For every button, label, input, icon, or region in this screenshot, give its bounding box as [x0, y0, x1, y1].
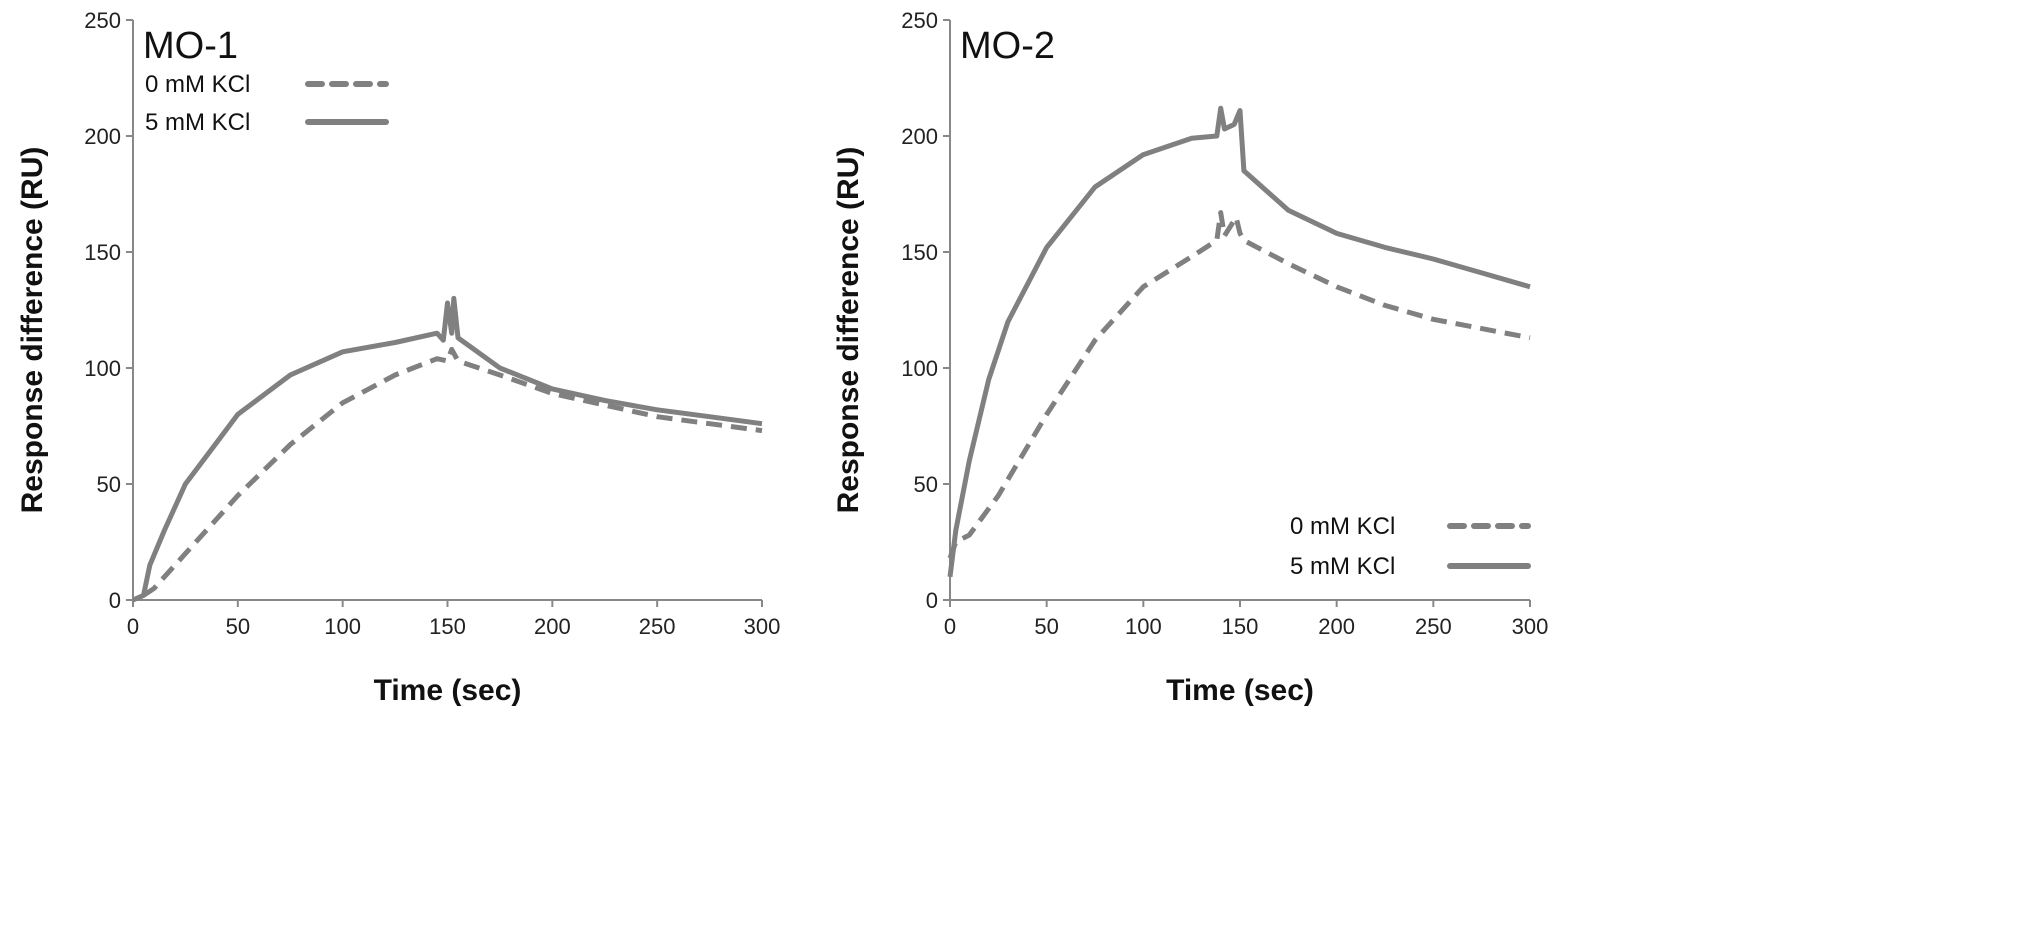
chart-panel-1: 0 50 100 150 200 250 300 0 50 100 150 200 250 Time (s… — [16, 8, 780, 707]
y-tick-label: 50 — [97, 472, 121, 497]
y-tick-label: 0 — [109, 588, 121, 613]
x-tick-label: 200 — [1318, 614, 1355, 639]
legend-label: 5 mM KCl — [145, 109, 250, 136]
x-tick-label: 50 — [226, 614, 250, 639]
y-tick-label: 250 — [901, 8, 938, 33]
x-tick-label: 200 — [534, 614, 571, 639]
x-tick-label: 100 — [324, 614, 361, 639]
legend-label: 0 mM KCl — [1290, 513, 1395, 540]
x-tick-label: 50 — [1034, 614, 1058, 639]
x-tick-label: 150 — [1222, 614, 1259, 639]
y-tick-label: 0 — [926, 588, 938, 613]
x-axis-title: Time (sec) — [1166, 674, 1314, 707]
panel-title: MO-1 — [143, 25, 238, 67]
series-line-5-mm-kcl — [131, 295, 763, 603]
panel-title: MO-2 — [960, 25, 1055, 67]
y-tick-label: 100 — [901, 356, 938, 381]
y-axis-title: Response difference (RU) — [16, 147, 49, 514]
x-tick-label: 150 — [429, 614, 466, 639]
x-tick-label: 300 — [1512, 614, 1549, 639]
y-tick-label: 150 — [901, 240, 938, 265]
x-tick-label: 250 — [1415, 614, 1452, 639]
x-tick-label: 0 — [127, 614, 139, 639]
legend-label: 0 mM KCl — [145, 71, 250, 98]
y-tick-label: 250 — [84, 8, 121, 33]
x-tick-label: 0 — [944, 614, 956, 639]
legend-label: 5 mM KCl — [1290, 553, 1395, 580]
x-tick-label: 300 — [744, 614, 781, 639]
x-tick-label: 250 — [639, 614, 676, 639]
y-tick-label: 200 — [84, 124, 121, 149]
y-axis-title: Response difference (RU) — [832, 147, 865, 514]
series-line-0-mm-kcl — [142, 346, 763, 598]
y-tick-label: 100 — [84, 356, 121, 381]
y-tick-label: 200 — [901, 124, 938, 149]
y-tick-label: 50 — [914, 472, 938, 497]
y-tick-label: 150 — [84, 240, 121, 265]
x-axis-title: Time (sec) — [374, 674, 522, 707]
x-tick-label: 100 — [1125, 614, 1162, 639]
series-line-0-mm-kcl — [947, 210, 1531, 560]
series-line-5-mm-kcl — [947, 105, 1531, 578]
chart-panel-2: 0 50 100 150 200 250 300 0 50 100 150 200 250 Time (s… — [832, 8, 1548, 707]
